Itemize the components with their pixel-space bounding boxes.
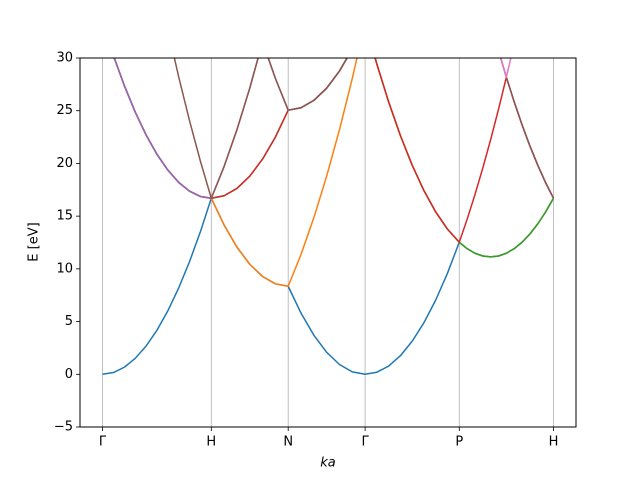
band-line — [113, 58, 555, 199]
y-tick-label: −5 — [54, 420, 73, 435]
y-tick-label: 30 — [56, 51, 73, 66]
y-tick-label: 20 — [56, 156, 73, 171]
x-axis-label: ka — [320, 456, 336, 471]
band-line — [173, 58, 555, 199]
x-tick-label: N — [283, 435, 293, 450]
x-tick-label: H — [206, 435, 216, 450]
y-tick-label: 0 — [65, 367, 73, 382]
x-tick-label: Γ — [99, 435, 107, 450]
y-tick-label: 15 — [56, 209, 73, 224]
x-tick-label: H — [549, 435, 559, 450]
plot-frame — [79, 57, 577, 428]
y-tick-label: 25 — [56, 103, 73, 118]
y-axis-label: E [eV] — [27, 222, 42, 261]
x-tick-label: P — [455, 435, 463, 450]
y-tick-label: 5 — [65, 314, 73, 329]
x-tick-label: Γ — [361, 435, 369, 450]
ticks: Γ H N Γ P H −5 0 5 10 15 20 25 30 — [54, 51, 559, 450]
lines — [102, 58, 555, 376]
y-tick-label: 10 — [56, 261, 73, 276]
